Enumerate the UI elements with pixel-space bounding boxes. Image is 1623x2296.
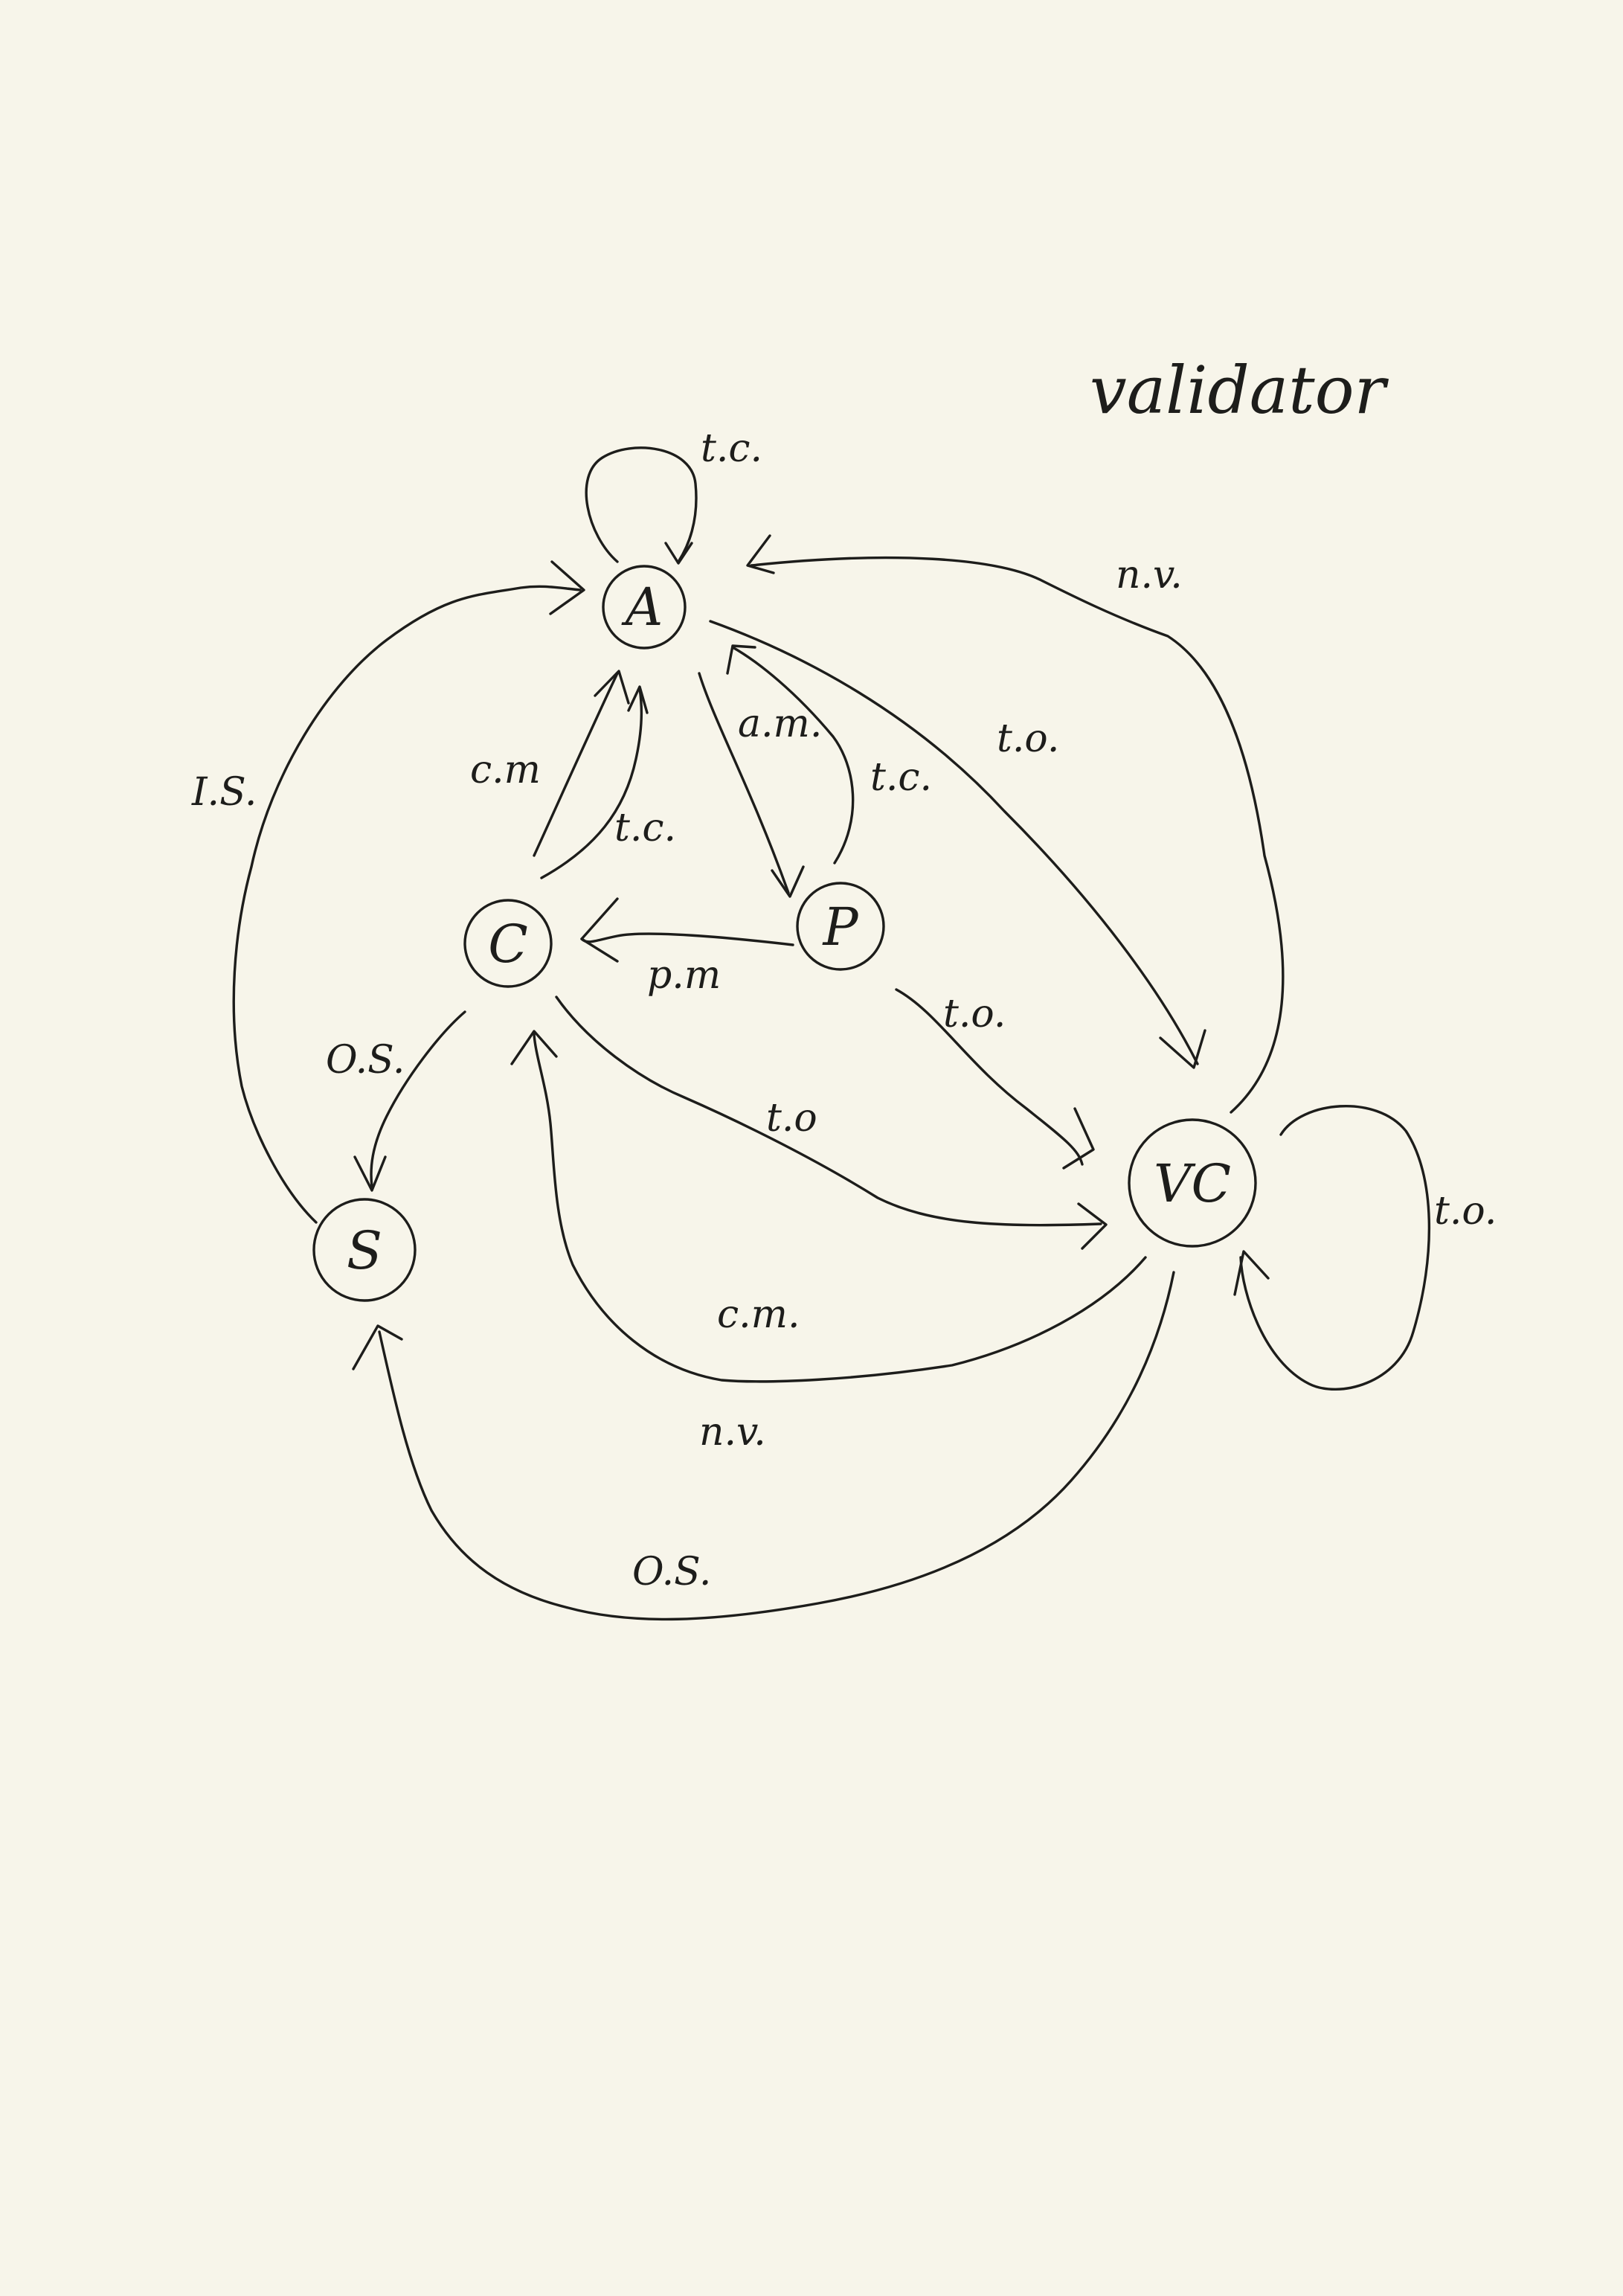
edge-c-to-s: O.S.	[326, 1010, 466, 1192]
state-P: P	[796, 882, 885, 971]
edge-a-to-vc-label: t.o.	[997, 716, 1059, 761]
state-S: S	[312, 1198, 417, 1302]
edge-vc-to-a-label: n.v.	[1116, 553, 1183, 597]
edge-vc-to-s: O.S.	[352, 1271, 1175, 1621]
edge-c-to-a-tc: t.c.	[540, 685, 676, 879]
state-S-label: S	[347, 1220, 382, 1281]
edge-vc-to-c-nv-label: n.v.	[699, 1410, 766, 1455]
edge-vc-to-c: c.m. n.v.	[510, 1030, 1147, 1455]
edge-vc-self-loop-label: t.o.	[1434, 1189, 1497, 1234]
edge-vc-self-loop: t.o.	[1233, 1104, 1497, 1391]
edge-p-to-a: t.c.	[726, 644, 932, 865]
edge-c-to-a-tc-label: t.c.	[614, 806, 676, 850]
edge-s-to-a-label: I.S.	[191, 770, 257, 815]
edge-vc-to-s-label: O.S.	[632, 1550, 711, 1594]
edge-p-to-a-label: t.c.	[870, 755, 932, 800]
state-A: A	[602, 565, 687, 650]
edge-c-to-vc: t.o	[555, 995, 1108, 1250]
edge-c-to-a-cm-label: c.m	[470, 748, 541, 792]
state-A-label: A	[621, 577, 663, 638]
edge-c-to-a-cm: c.m	[470, 670, 630, 857]
diagram-title: validator	[1090, 352, 1389, 429]
edge-p-to-c: p.m	[580, 897, 794, 998]
edge-c-to-s-label: O.S.	[326, 1038, 405, 1083]
state-C: C	[463, 899, 553, 988]
edge-a-to-p-label: a.m.	[738, 702, 822, 746]
edge-p-to-vc-label: t.o.	[943, 992, 1006, 1036]
edge-a-to-vc: t.o.	[709, 620, 1206, 1069]
state-VC: VC	[1128, 1118, 1257, 1248]
edge-vc-to-a: n.v.	[746, 534, 1285, 1114]
state-C-label: C	[488, 914, 528, 975]
state-VC-label: VC	[1154, 1153, 1231, 1214]
edge-c-to-vc-label: t.o	[766, 1096, 817, 1141]
edge-a-to-p: a.m.	[698, 672, 822, 898]
edge-a-self-loop: t.c.	[585, 426, 762, 565]
edge-p-to-c-label: p.m	[647, 953, 721, 998]
state-P-label: P	[821, 897, 859, 958]
edge-a-self-loop-label: t.c.	[701, 426, 762, 471]
edge-s-to-a: I.S.	[191, 560, 585, 1224]
edge-p-to-vc: t.o.	[895, 988, 1095, 1170]
edge-vc-to-c-cm-label: c.m.	[717, 1292, 800, 1337]
